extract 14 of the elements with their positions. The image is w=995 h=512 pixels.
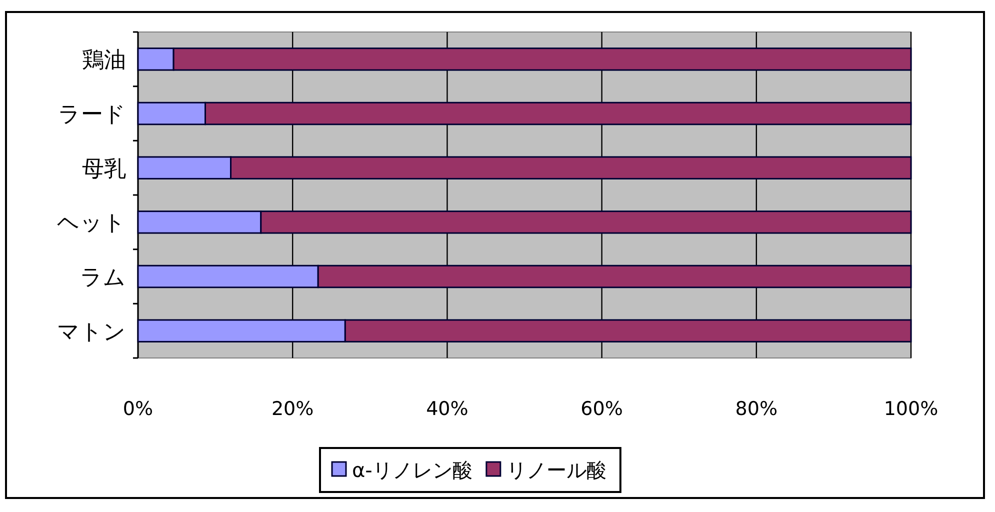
x-tick-label: 100% [884, 398, 938, 420]
y-tick-label: ラム [80, 266, 126, 290]
y-tick-label: 母乳 [82, 156, 126, 182]
legend-label: α-リノレン酸 [352, 458, 472, 482]
y-tick-label: ヘット [57, 211, 126, 236]
x-tick-label: 0% [122, 398, 154, 420]
y-tick-label: マトン [57, 320, 126, 345]
y-tick-label: 鶏油 [82, 48, 126, 74]
legend-label: リノール酸 [506, 458, 606, 482]
x-tick-label: 60% [580, 398, 623, 420]
y-tick-label: ラード [58, 102, 126, 128]
x-tick-label: 40% [426, 398, 468, 420]
x-tick-label: 80% [735, 398, 778, 420]
x-tick-label: 20% [271, 398, 314, 420]
